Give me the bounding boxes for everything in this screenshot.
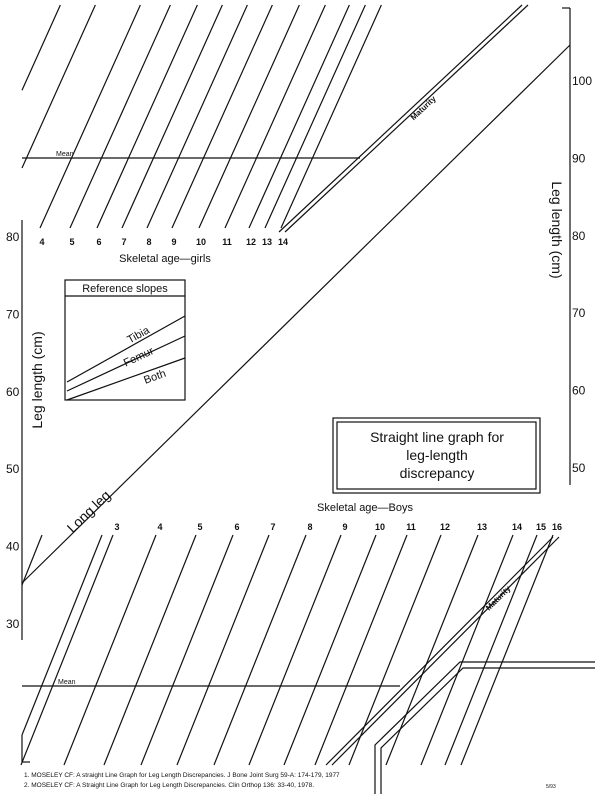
boys-age: 13 <box>477 522 487 532</box>
reference-label: Both <box>142 368 167 387</box>
boys-age: 4 <box>157 522 162 532</box>
age-line <box>39 4 141 229</box>
age-line <box>460 534 554 766</box>
age-line <box>146 4 248 229</box>
footnote: 1. MOSELEY CF: A straight Line Graph for… <box>24 772 340 779</box>
maturity-line <box>284 4 529 233</box>
footnote: 2. MOSELEY CF: A Straight Line Graph for… <box>24 782 314 789</box>
girls-age: 5 <box>69 237 74 247</box>
girls-age: 6 <box>96 237 101 247</box>
right-tick-label: 70 <box>572 306 586 320</box>
frame-lines <box>21 7 595 794</box>
boys-age: 9 <box>342 522 347 532</box>
girls-age: 12 <box>246 237 256 247</box>
long-leg-label: Long leg <box>64 487 114 536</box>
girls-age: 10 <box>196 237 206 247</box>
girls-age: 11 <box>222 237 232 247</box>
girls-mean: Mean <box>56 151 74 158</box>
right-tick-label: 100 <box>572 74 592 88</box>
left-tick-label: 80 <box>6 230 20 244</box>
age-line <box>283 534 377 766</box>
age-line <box>248 534 342 766</box>
code: 5/93 <box>546 784 556 790</box>
left-tick-label: 60 <box>6 385 20 399</box>
boys-age: 14 <box>512 522 522 532</box>
left-tick-label: 40 <box>6 540 20 554</box>
boys-age: 12 <box>440 522 450 532</box>
age-line <box>121 4 223 229</box>
right-tick-label: 90 <box>572 151 586 165</box>
left-tick-label: 70 <box>6 307 20 321</box>
age-line <box>248 4 350 229</box>
title-box: Straight line graph for leg-length discr… <box>332 417 541 494</box>
left-tick-label: 30 <box>6 617 20 631</box>
boys-age: 10 <box>375 522 385 532</box>
right-tick-label: 80 <box>572 229 586 243</box>
reference-title: Reference slopes <box>82 283 168 295</box>
boys-age: 8 <box>307 522 312 532</box>
maturity-line <box>331 536 560 766</box>
boys-age: 6 <box>234 522 239 532</box>
age-line <box>176 534 270 766</box>
maturity-line <box>278 4 523 233</box>
age-line <box>264 4 366 229</box>
boys-age: 5 <box>197 522 202 532</box>
boys-mean: Mean <box>58 679 76 686</box>
age-line <box>385 534 479 766</box>
right-tick-label: 50 <box>572 461 586 475</box>
age-line <box>96 4 198 229</box>
age-line <box>224 4 326 229</box>
right-tick-label: 60 <box>572 384 586 398</box>
age-line <box>20 534 114 766</box>
age-line <box>198 4 300 229</box>
left-axis-title: Leg length (cm) <box>29 331 45 428</box>
age-line <box>213 534 307 766</box>
girls-age: 9 <box>171 237 176 247</box>
age-line <box>420 534 514 766</box>
age-line <box>140 534 234 766</box>
boys-age: 11 <box>406 522 416 532</box>
age-line <box>21 4 61 91</box>
age-line <box>21 534 43 586</box>
boys-age: 3 <box>114 522 119 532</box>
boys-age: 7 <box>270 522 275 532</box>
reference-box: Reference slopes Tibia Femur Both <box>64 279 186 401</box>
age-line <box>103 534 197 766</box>
girls-age: 4 <box>39 237 44 247</box>
girls-age: 8 <box>146 237 151 247</box>
age-line <box>21 534 103 736</box>
boys-age: 16 <box>552 522 562 532</box>
title-line: leg-length <box>406 447 468 463</box>
age-line <box>63 534 157 766</box>
title-line: Straight line graph for <box>370 429 504 445</box>
right-axis-title: Leg length (cm) <box>549 181 565 278</box>
age-line <box>314 534 408 766</box>
reference-label: Tibia <box>125 324 152 346</box>
left-tick-label: 50 <box>6 462 20 476</box>
age-line <box>280 4 382 229</box>
girls-label: Skeletal age—girls <box>119 253 211 265</box>
age-line <box>171 4 273 229</box>
maturity-line <box>325 536 554 766</box>
age-line <box>69 4 171 229</box>
age-line <box>21 4 96 169</box>
girls-age: 14 <box>278 237 288 247</box>
girls-maturity: Maturity <box>409 94 438 122</box>
girls-age: 7 <box>121 237 126 247</box>
girls-age: 13 <box>262 237 272 247</box>
title-line: discrepancy <box>400 465 475 481</box>
boys-label: Skeletal age—Boys <box>317 502 413 514</box>
boys-age: 15 <box>536 522 546 532</box>
age-line <box>444 534 538 766</box>
